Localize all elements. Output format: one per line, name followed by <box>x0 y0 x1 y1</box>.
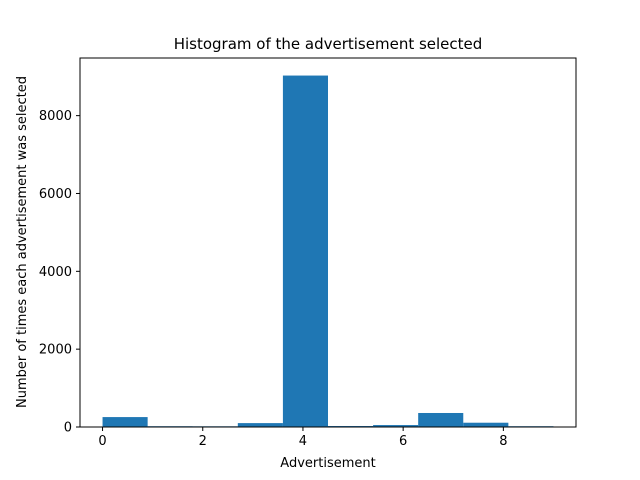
histogram-bar-6 <box>373 425 419 427</box>
x-tick-label: 2 <box>199 434 207 449</box>
histogram-bar-0 <box>102 417 148 427</box>
plot-frame <box>79 57 577 428</box>
y-axis-label: Number of times each advertisement was s… <box>15 76 30 408</box>
chart-title: Histogram of the advertisement selected <box>174 35 483 53</box>
y-tick-label: 4000 <box>39 265 72 280</box>
y-tick-label: 8000 <box>39 109 72 124</box>
y-ticks-group: 0 2000 4000 6000 8000 <box>39 109 80 436</box>
histogram-bar-4 <box>282 75 328 428</box>
x-ticks-group: 0 2 4 6 8 <box>98 427 507 449</box>
x-axis-label: Advertisement <box>280 456 375 471</box>
x-tick-label: 8 <box>499 434 507 449</box>
bars-group <box>102 75 554 428</box>
y-tick-label: 0 <box>64 421 72 436</box>
x-tick-label: 6 <box>399 434 407 449</box>
y-tick-label: 6000 <box>39 187 72 202</box>
y-tick-label: 2000 <box>39 343 72 358</box>
histogram-bar-3 <box>237 423 283 427</box>
histogram-bar-7 <box>418 412 464 427</box>
x-tick-label: 4 <box>299 434 307 449</box>
histogram-bar-8 <box>463 422 509 427</box>
x-tick-label: 0 <box>98 434 106 449</box>
